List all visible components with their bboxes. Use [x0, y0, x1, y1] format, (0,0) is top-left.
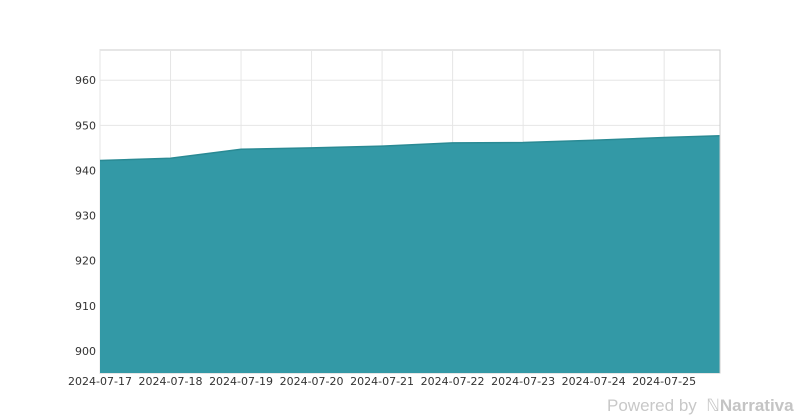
x-tick-label: 2024-07-25 — [632, 375, 696, 388]
y-tick-label: 920 — [75, 255, 96, 268]
x-tick-label: 2024-07-22 — [421, 375, 485, 388]
x-tick-label: 2024-07-23 — [491, 375, 555, 388]
x-tick-label: 2024-07-17 — [68, 375, 132, 388]
y-tick-label: 940 — [75, 164, 96, 177]
credit-brand: Narrativa — [719, 396, 794, 415]
powered-by-credit: Powered by ℕNarrativa — [607, 396, 794, 416]
series-line — [99, 134, 721, 162]
x-tick-label: 2024-07-18 — [139, 375, 203, 388]
x-tick-label: 2024-07-19 — [209, 375, 273, 388]
y-tick-label: 900 — [75, 345, 96, 358]
y-tick-label: 930 — [75, 210, 96, 223]
x-tick-label: 2024-07-20 — [280, 375, 344, 388]
y-tick-label: 910 — [75, 300, 96, 313]
narrativa-logo-icon: ℕ — [701, 396, 720, 415]
x-tick-label: 2024-07-24 — [562, 375, 626, 388]
y-tick-label: 950 — [75, 119, 96, 132]
x-tick-label: 2024-07-21 — [350, 375, 414, 388]
credit-prefix: Powered by — [607, 396, 697, 415]
area-fill — [100, 135, 720, 373]
y-tick-label: 960 — [75, 74, 96, 87]
